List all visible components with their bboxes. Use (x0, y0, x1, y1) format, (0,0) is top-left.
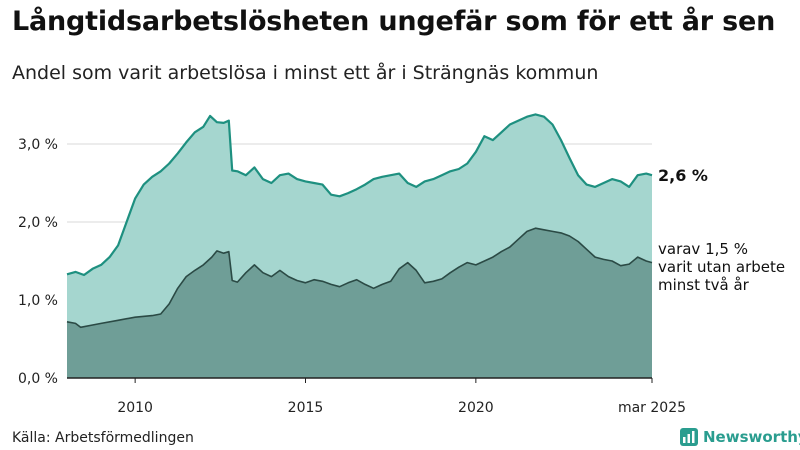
brand-name: Newsworthy (703, 428, 800, 446)
total-line (66, 113, 653, 277)
newsworthy-logo-icon (680, 428, 698, 446)
x-tick-label: 2010 (117, 400, 153, 416)
chart-subtitle: Andel som varit arbetslösa i minst ett å… (12, 62, 599, 84)
y-tick-label: 1,0 % (18, 293, 58, 309)
x-tick-label: mar 2025 (618, 400, 686, 416)
sub-area (67, 228, 652, 378)
sub-end-label-line: minst två år (658, 276, 750, 294)
sub-end-label-line: varav 1,5 % (658, 240, 748, 258)
y-tick-label: 2,0 % (18, 215, 58, 231)
sub-line (66, 227, 653, 329)
x-tick-label: 2015 (288, 400, 324, 416)
source-note: Källa: Arbetsförmedlingen (12, 430, 194, 446)
brand-logo: Newsworthy (680, 428, 800, 446)
chart-title: Långtidsarbetslösheten ungefär som för e… (12, 6, 776, 37)
x-tick-label: 2020 (458, 400, 494, 416)
sub-end-label-line: varit utan arbete (658, 258, 785, 276)
y-tick-label: 3,0 % (18, 137, 58, 153)
total-end-label: 2,6 % (658, 166, 708, 185)
y-tick-label: 0,0 % (18, 371, 58, 387)
